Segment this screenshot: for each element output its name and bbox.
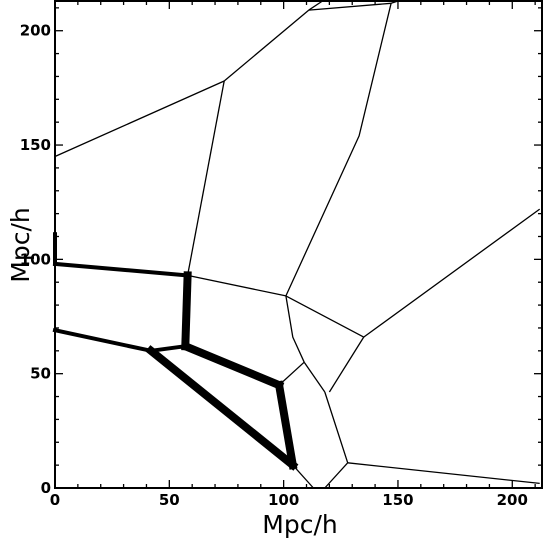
edge-13 bbox=[328, 336, 365, 393]
edge-15 bbox=[180, 340, 285, 391]
y-tick-label: 100 bbox=[20, 250, 51, 268]
edge-14 bbox=[181, 271, 192, 351]
edge-9 bbox=[187, 274, 287, 297]
edge-5 bbox=[186, 80, 225, 276]
edge-20 bbox=[274, 380, 298, 470]
y-tick-label: 150 bbox=[20, 136, 51, 154]
edge-2 bbox=[308, 2, 392, 11]
edge-7 bbox=[52, 261, 190, 278]
y-tick-label: 200 bbox=[20, 22, 51, 40]
edge-21 bbox=[292, 464, 314, 489]
edge-4 bbox=[390, 0, 399, 4]
y-tick-label: 0 bbox=[41, 479, 51, 497]
edge-11 bbox=[285, 208, 541, 338]
edge-19 bbox=[145, 345, 299, 471]
edge-17 bbox=[52, 327, 154, 354]
voronoi-edges bbox=[52, 0, 541, 489]
edge-0 bbox=[54, 80, 225, 158]
x-tick-label: 150 bbox=[382, 491, 413, 509]
edge-1 bbox=[223, 9, 310, 82]
edge-12 bbox=[303, 361, 326, 393]
y-tick-label: 50 bbox=[30, 365, 51, 383]
edge-3 bbox=[308, 0, 323, 11]
x-axis-title: Mpc/h bbox=[262, 510, 337, 539]
axis-ticks: 0 50 100 150 200 0 50 100 150 200 bbox=[20, 1, 542, 509]
edge-10 bbox=[285, 295, 305, 363]
x-tick-label: 100 bbox=[268, 491, 299, 509]
x-tick-label: 50 bbox=[159, 491, 180, 509]
edge-6 bbox=[285, 3, 392, 297]
plot-frame bbox=[54, 0, 543, 489]
edge-22 bbox=[324, 391, 349, 489]
x-tick-label: 0 bbox=[50, 491, 60, 509]
y-axis-title: Mpc/h bbox=[6, 207, 35, 282]
edge-16 bbox=[278, 361, 305, 386]
edge-23 bbox=[347, 462, 540, 485]
x-tick-label: 200 bbox=[497, 491, 528, 509]
edge-18 bbox=[148, 343, 188, 354]
